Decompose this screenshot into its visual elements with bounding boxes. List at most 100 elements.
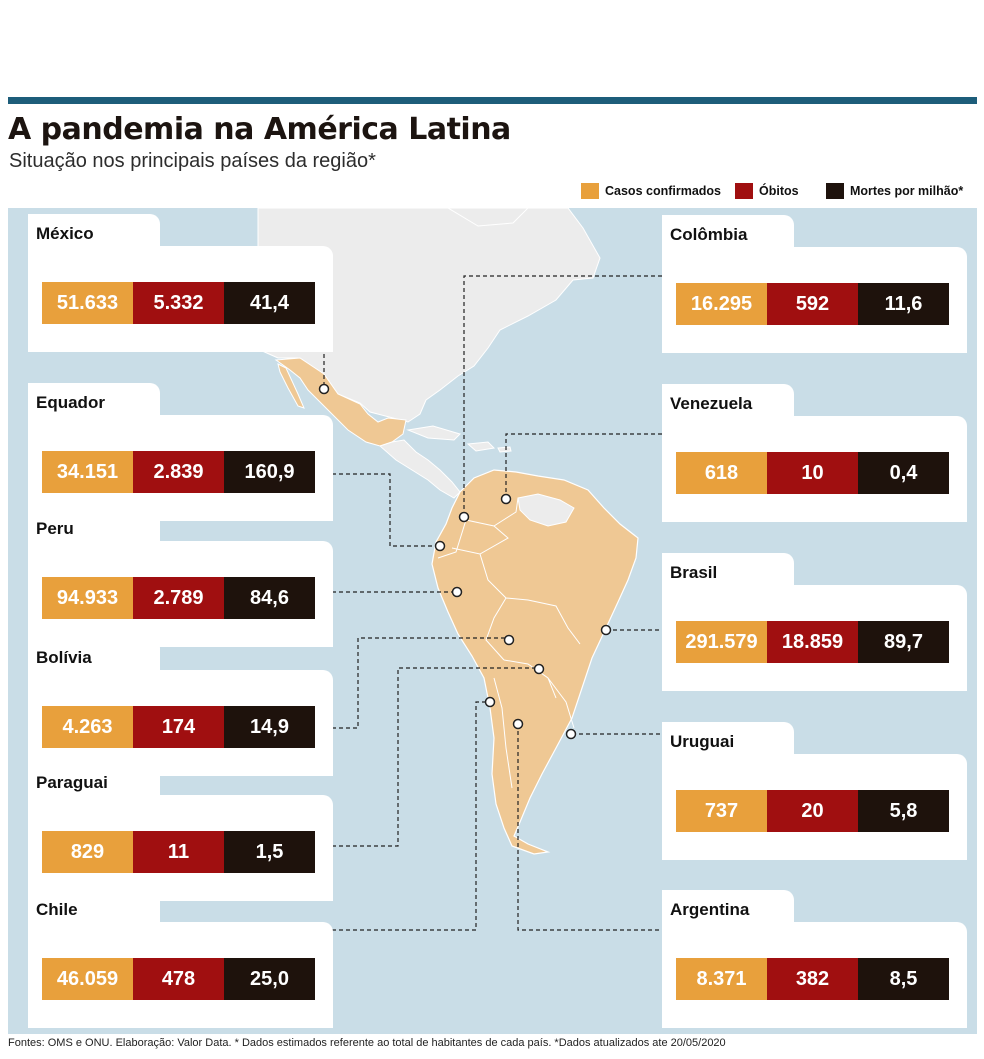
connector-bolivia	[332, 637, 508, 729]
mortes-mexico: 41,4	[224, 282, 315, 324]
obitos-uruguai: 20	[767, 790, 858, 832]
connector-venezuela	[505, 433, 662, 498]
marker-venezuela	[500, 493, 512, 505]
connector-lines	[323, 275, 662, 931]
northern-land	[447, 208, 529, 227]
card-peru: Peru 94.933 2.789 84,6	[28, 509, 333, 647]
marker-bolivia	[503, 634, 515, 646]
casos-equador: 34.151	[42, 451, 133, 493]
country-name-venezuela: Venezuela	[670, 394, 753, 413]
marker-argentina	[512, 718, 524, 730]
caribbean-islands	[406, 425, 512, 453]
connector-colombia	[463, 275, 662, 514]
marker-chile	[484, 696, 496, 708]
values-venezuela: 618 10 0,4	[676, 452, 949, 494]
casos-peru: 94.933	[42, 577, 133, 619]
country-name-paraguai: Paraguai	[36, 773, 108, 792]
legend-mortes: Mortes por milhão*	[826, 181, 963, 201]
marker-colombia	[458, 511, 470, 523]
casos-brasil: 291.579	[676, 621, 767, 663]
marker-peru	[451, 586, 463, 598]
casos-mexico: 51.633	[42, 282, 133, 324]
guianas-land	[517, 493, 575, 527]
mortes-chile: 25,0	[224, 958, 315, 1000]
page-subtitle: Situação nos principais países da região…	[9, 150, 376, 172]
mortes-venezuela: 0,4	[858, 452, 949, 494]
obitos-paraguai: 11	[133, 831, 224, 873]
card-paraguai: Paraguai 829 11 1,5	[28, 763, 333, 901]
mortes-paraguai: 1,5	[224, 831, 315, 873]
legend-swatch-obitos	[735, 183, 753, 199]
country-name-uruguai: Uruguai	[670, 732, 735, 751]
legend-label-casos: Casos confirmados	[605, 184, 722, 198]
values-brasil: 291.579 18.859 89,7	[676, 621, 949, 663]
country-name-equador: Equador	[36, 393, 105, 412]
casos-venezuela: 618	[676, 452, 767, 494]
mexico-land	[274, 357, 407, 447]
values-colombia: 16.295 592 11,6	[676, 283, 949, 325]
casos-uruguai: 737	[676, 790, 767, 832]
mortes-colombia: 11,6	[858, 283, 949, 325]
central-america-land	[379, 439, 461, 499]
obitos-brasil: 18.859	[767, 621, 858, 663]
obitos-bolivia: 174	[133, 706, 224, 748]
mortes-peru: 84,6	[224, 577, 315, 619]
country-name-peru: Peru	[36, 519, 74, 538]
casos-paraguai: 829	[42, 831, 133, 873]
obitos-chile: 478	[133, 958, 224, 1000]
values-bolivia: 4.263 174 14,9	[42, 706, 315, 748]
card-mexico: México 51.633 5.332 41,4	[28, 214, 333, 352]
connector-chile	[332, 701, 490, 931]
card-colombia: Colômbia 16.295 592 11,6	[662, 215, 967, 353]
casos-argentina: 8.371	[676, 958, 767, 1000]
city-markers	[318, 383, 612, 740]
country-name-colombia: Colômbia	[670, 225, 748, 244]
connector-argentina	[517, 724, 662, 931]
baja-california	[277, 363, 305, 409]
obitos-venezuela: 10	[767, 452, 858, 494]
marker-uruguai	[565, 728, 577, 740]
connector-paraguai	[332, 667, 538, 847]
values-chile: 46.059 478 25,0	[42, 958, 315, 1000]
connector-equador	[332, 473, 438, 547]
casos-colombia: 16.295	[676, 283, 767, 325]
values-peru: 94.933 2.789 84,6	[42, 577, 315, 619]
legend-casos: Casos confirmados	[581, 181, 721, 201]
marker-equador	[434, 540, 446, 552]
values-argentina: 8.371 382 8,5	[676, 958, 949, 1000]
card-argentina: Argentina 8.371 382 8,5	[662, 890, 967, 1028]
legend-swatch-mortes	[826, 183, 844, 199]
obitos-argentina: 382	[767, 958, 858, 1000]
country-name-argentina: Argentina	[670, 900, 750, 919]
casos-bolivia: 4.263	[42, 706, 133, 748]
card-chile: Chile 46.059 478 25,0	[28, 890, 333, 1028]
mortes-bolivia: 14,9	[224, 706, 315, 748]
values-uruguai: 737 20 5,8	[676, 790, 949, 832]
marker-brasil	[600, 624, 612, 636]
map-svg	[257, 208, 662, 931]
card-brasil: Brasil 291.579 18.859 89,7	[662, 553, 967, 691]
card-equador: Equador 34.151 2.839 160,9	[28, 383, 333, 521]
mortes-brasil: 89,7	[858, 621, 949, 663]
values-paraguai: 829 11 1,5	[42, 831, 315, 873]
legend-obitos: Óbitos	[735, 181, 799, 201]
card-venezuela: Venezuela 618 10 0,4	[662, 384, 967, 522]
header-bar	[8, 97, 977, 104]
obitos-mexico: 5.332	[133, 282, 224, 324]
obitos-colombia: 592	[767, 283, 858, 325]
country-name-chile: Chile	[36, 900, 78, 919]
mortes-uruguai: 5,8	[858, 790, 949, 832]
obitos-peru: 2.789	[133, 577, 224, 619]
legend-label-mortes: Mortes por milhão*	[850, 184, 964, 198]
south-america-land	[431, 469, 639, 855]
values-mexico: 51.633 5.332 41,4	[42, 282, 315, 324]
legend-label-obitos: Óbitos	[759, 184, 799, 198]
values-equador: 34.151 2.839 160,9	[42, 451, 315, 493]
marker-mexico	[318, 383, 330, 395]
page-title: A pandemia na América Latina	[8, 112, 511, 147]
casos-chile: 46.059	[42, 958, 133, 1000]
country-name-brasil: Brasil	[670, 563, 718, 582]
card-uruguai: Uruguai 737 20 5,8	[662, 722, 967, 860]
marker-paraguai	[533, 663, 545, 675]
country-name-mexico: México	[36, 224, 94, 243]
